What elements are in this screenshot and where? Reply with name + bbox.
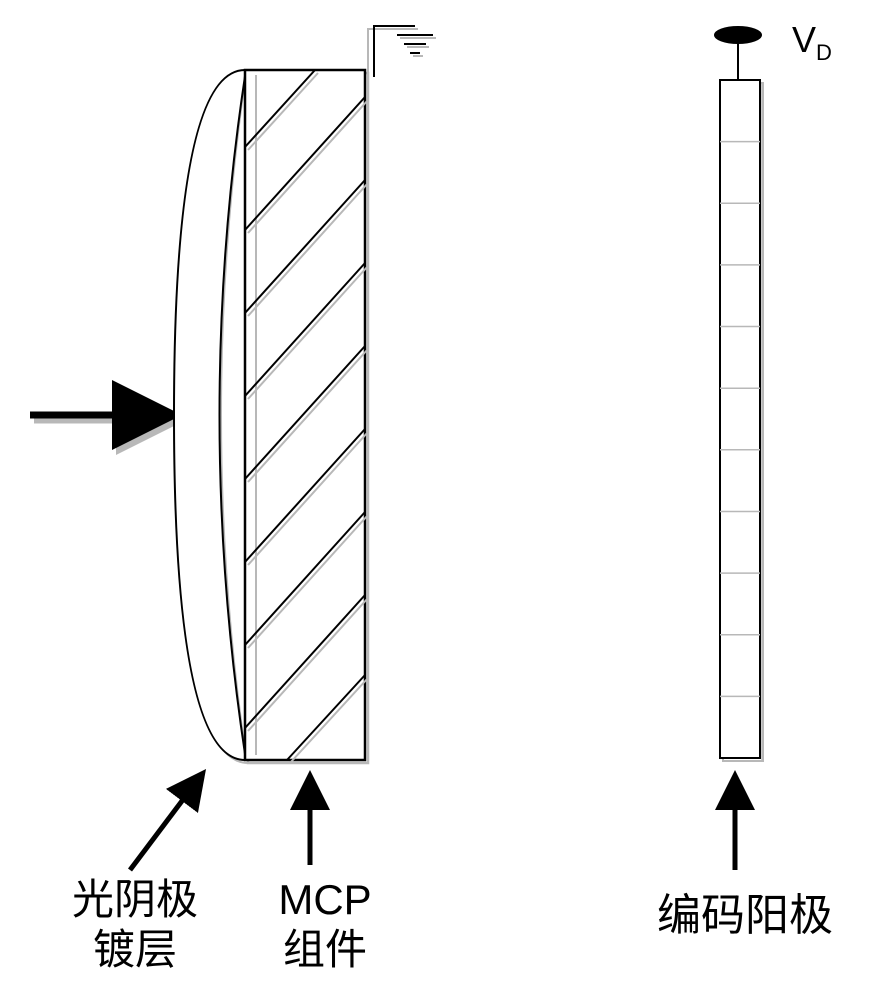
mcp-line1: MCP [278,876,371,923]
vd-terminal [714,26,762,80]
anode-label: 编码阳极 [635,890,855,943]
photocathode [174,70,248,763]
photocathode-arrow [130,777,200,870]
vd-sub: D [816,40,832,65]
mcp-assembly [245,70,368,763]
photocathode-label: 光阴极 镀层 [55,875,215,976]
vd-label: VD [792,18,832,67]
encoded-anode [720,80,763,761]
mcp-line2: 组件 [283,926,367,973]
vd-main: V [792,19,816,60]
mcp-label: MCP 组件 [265,875,385,976]
input-arrow [30,415,172,420]
photocathode-line2: 镀层 [93,926,177,973]
photocathode-line1: 光阴极 [72,876,198,923]
anode-text: 编码阳极 [657,891,833,940]
diagram-svg [0,0,883,1000]
ground-symbol [368,26,436,80]
